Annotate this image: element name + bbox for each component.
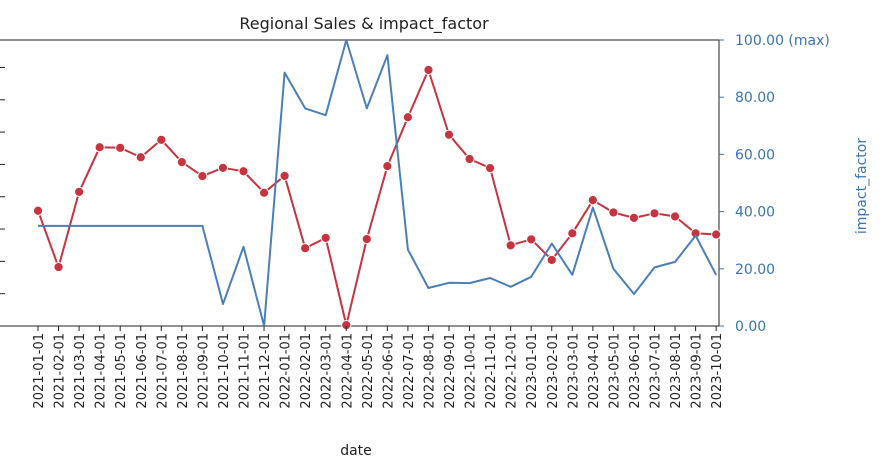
x-tick-label: 2022-07-01 xyxy=(402,333,417,409)
x-tick-label: 2021-06-01 xyxy=(135,333,150,409)
x-tick-label: 2023-03-01 xyxy=(566,333,581,409)
x-tick-label: 2022-04-01 xyxy=(340,333,355,409)
x-tick-label: 2023-02-01 xyxy=(546,333,561,409)
sales-point xyxy=(402,112,413,123)
sales-point xyxy=(669,211,681,222)
x-tick-label: 2023-01-01 xyxy=(525,333,540,409)
x-tick-label: 2023-06-01 xyxy=(628,333,643,409)
sales-point xyxy=(238,166,249,177)
chart-title: Regional Sales & impact_factor xyxy=(239,14,489,34)
x-tick-label: 2022-08-01 xyxy=(422,333,437,409)
x-tick-label: 2021-09-01 xyxy=(196,333,211,409)
sales-point xyxy=(423,64,434,76)
x-tick-label: 2021-01-01 xyxy=(32,333,47,409)
sales-point xyxy=(53,261,64,273)
x-tick-label: 2022-03-01 xyxy=(320,333,335,409)
x-tick-label: 2022-11-01 xyxy=(484,333,499,409)
sales-point xyxy=(115,142,126,153)
y-right-ticks: 0.00 20.00 40.00 60.00 80.00 100.00 (max) xyxy=(719,33,830,335)
sales-point xyxy=(74,186,85,197)
x-tick-label: 2021-04-01 xyxy=(94,333,109,409)
x-tick-label: 2022-02-01 xyxy=(299,333,314,409)
sales-point xyxy=(546,254,557,266)
sales-point xyxy=(464,153,475,165)
sales-point xyxy=(649,208,660,219)
x-tick-label: 2022-12-01 xyxy=(505,333,520,409)
sales-point xyxy=(567,228,578,239)
x-tick-label: 2022-06-01 xyxy=(381,333,396,409)
sales-point xyxy=(485,163,496,174)
x-tick-label: 2022-05-01 xyxy=(361,333,376,409)
sales-point xyxy=(443,129,455,140)
x-tick-label: 2021-08-01 xyxy=(176,333,191,409)
x-tick-label: 2021-02-01 xyxy=(53,333,68,409)
sales-point xyxy=(156,134,167,145)
sales-point xyxy=(526,234,537,245)
sales-point xyxy=(135,152,146,163)
x-ticks: 2021-01-01 2021-02-01 2021-03-01 2021-04-01… xyxy=(32,326,725,409)
x-tick-label: 2023-05-01 xyxy=(607,333,622,409)
x-tick-label: 2021-03-01 xyxy=(73,333,88,409)
x-tick-label: 2021-10-01 xyxy=(217,333,232,409)
x-tick-label: 2022-10-01 xyxy=(464,333,479,409)
x-axis-label: date xyxy=(340,443,372,459)
sales-point xyxy=(361,233,372,245)
sales-point xyxy=(608,207,619,218)
sales-point xyxy=(258,187,270,198)
sales-point xyxy=(197,171,208,182)
sales-point xyxy=(176,157,187,168)
sales-point xyxy=(217,162,229,173)
x-tick-label: 2023-04-01 xyxy=(587,333,602,409)
y-right-tick-label: 0.00 xyxy=(735,319,766,335)
x-tick-label: 2023-08-01 xyxy=(669,333,684,409)
sales-point xyxy=(587,195,598,206)
x-tick-label: 2021-05-01 xyxy=(114,333,129,409)
sales-line xyxy=(37,69,717,327)
impact-factor-line xyxy=(38,39,717,327)
sales-point xyxy=(320,232,331,244)
y-right-axis-label: impact_factor xyxy=(854,138,870,234)
sales-point xyxy=(711,229,722,240)
sales-point xyxy=(628,212,640,223)
y-right-tick-label: 60.00 xyxy=(735,147,775,163)
sales-point xyxy=(505,240,516,251)
y-right-tick-label: 20.00 xyxy=(735,262,775,278)
x-tick-label: 2022-09-01 xyxy=(443,333,458,409)
series-layer xyxy=(32,39,722,331)
y-right-tick-label: 80.00 xyxy=(735,90,775,106)
sales-point xyxy=(279,170,290,181)
sales-point xyxy=(32,205,44,216)
x-tick-label: 2021-11-01 xyxy=(238,333,253,409)
sales-point xyxy=(300,243,311,254)
sales-point xyxy=(382,161,393,172)
sales-point xyxy=(690,228,701,239)
y-right-tick-label: 100.00 (max) xyxy=(735,33,830,49)
x-tick-label: 2023-07-01 xyxy=(649,333,664,409)
x-tick-label: 2023-09-01 xyxy=(690,333,705,409)
y-right-tick-label: 40.00 xyxy=(735,205,775,221)
sales-point xyxy=(94,142,105,153)
x-tick-label: 2023-10-01 xyxy=(710,333,725,409)
x-tick-label: 2021-07-01 xyxy=(155,333,170,409)
x-tick-label: 2022-01-01 xyxy=(279,333,294,409)
x-tick-label: 2021-12-01 xyxy=(258,333,273,409)
